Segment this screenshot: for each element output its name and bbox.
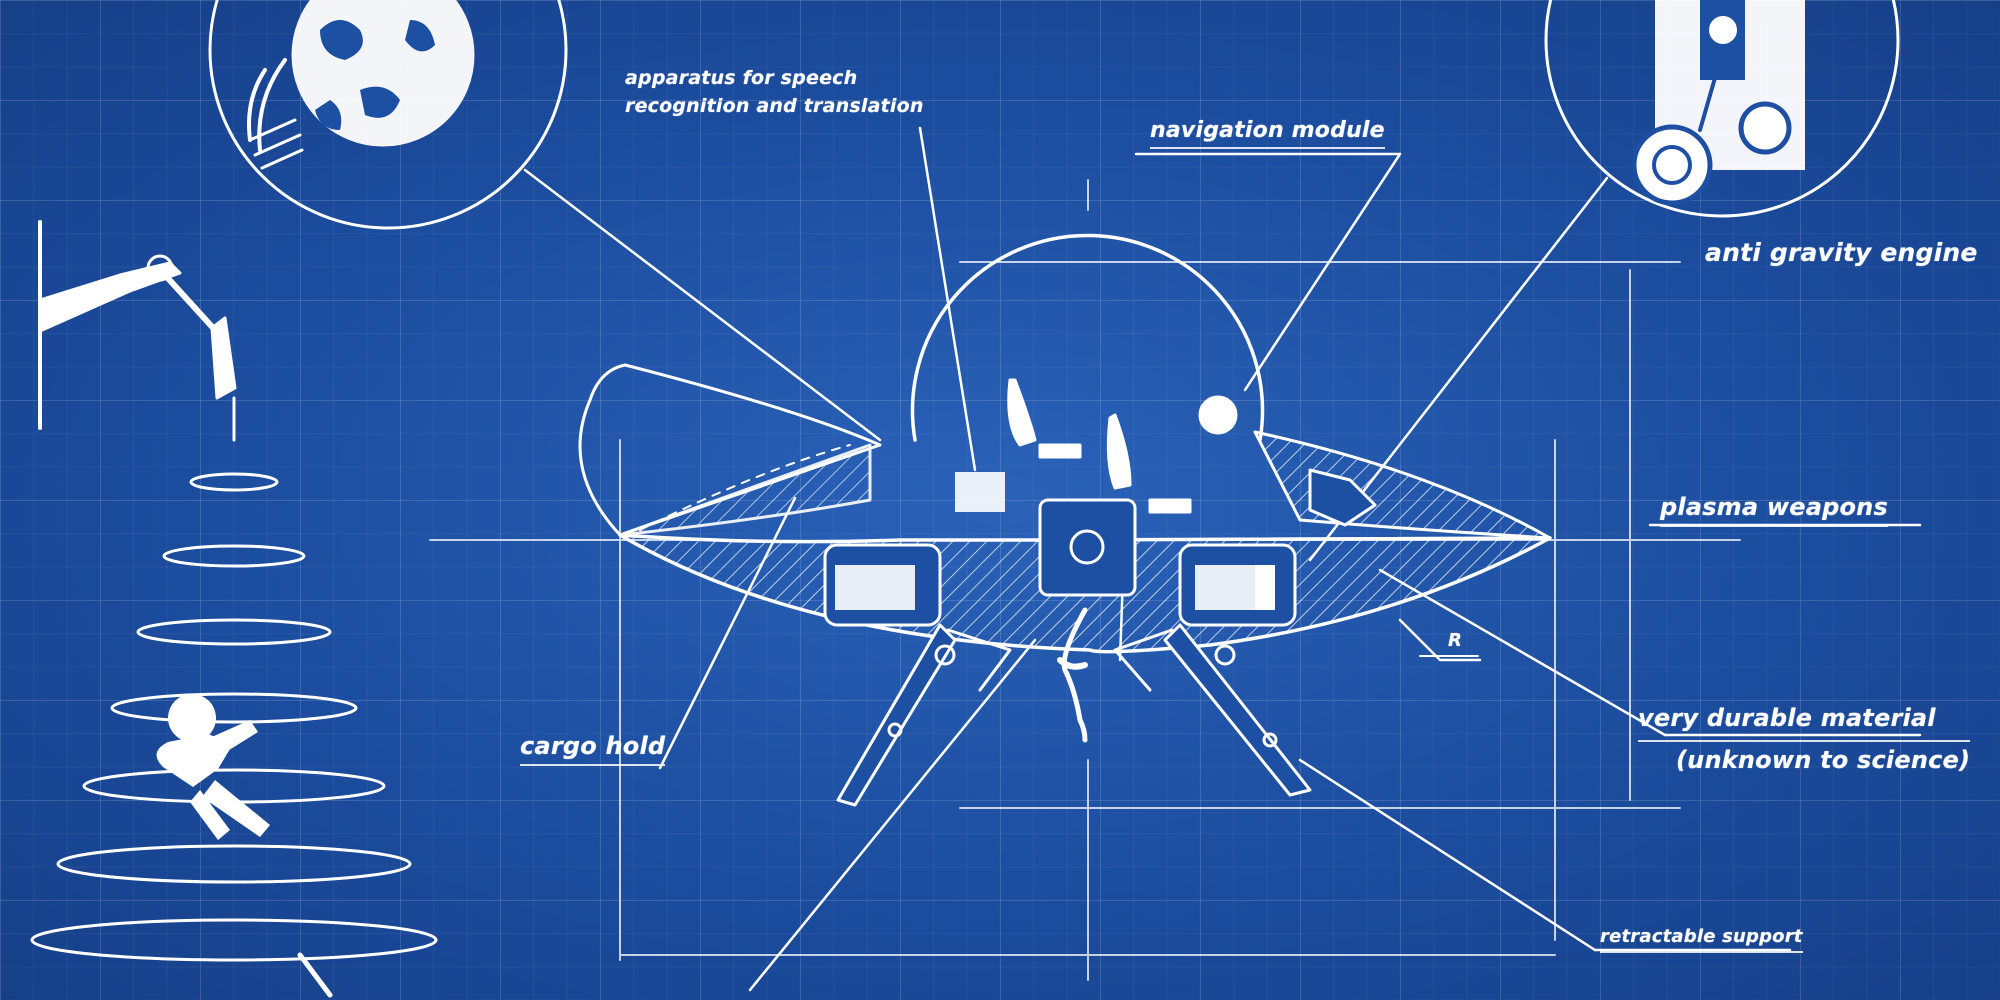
- label-material-line2: (unknown to science): [1676, 746, 1971, 774]
- label-anti-gravity-engine: anti gravity engine: [1705, 238, 1978, 267]
- engine-inset-circle: [1544, 0, 1900, 218]
- astronaut-figure: [156, 694, 270, 840]
- label-speech-apparatus: apparatus for speech recognition and tra…: [625, 64, 924, 120]
- label-cargo-hold: cargo hold: [520, 732, 666, 766]
- dimension-lines: [429, 179, 1741, 981]
- globe-inset-circle: [208, 0, 568, 230]
- label-material-line1: very durable material: [1638, 700, 1971, 742]
- leader-lines: [523, 126, 1922, 992]
- label-plasma-weapons: plasma weapons: [1660, 493, 1888, 527]
- label-retractable-support: retractable support: [1600, 926, 1803, 953]
- label-speech-line1: apparatus for speech: [625, 67, 858, 89]
- robot-arm: [38, 220, 237, 442]
- label-speech-line2: recognition and translation: [625, 95, 924, 117]
- label-radius-r: R: [1448, 630, 1463, 651]
- ufo-saucer: [578, 233, 1552, 807]
- label-durable-material: very durable material (unknown to scienc…: [1638, 700, 1971, 778]
- label-navigation-module: navigation module: [1150, 118, 1385, 149]
